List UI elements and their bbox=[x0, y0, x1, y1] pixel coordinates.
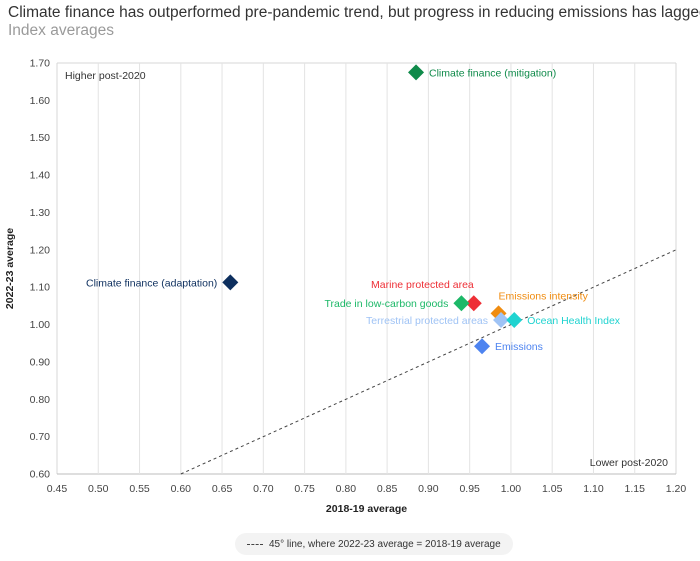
x-tick-label: 1.10 bbox=[583, 483, 604, 495]
y-tick-label: 1.10 bbox=[30, 282, 51, 294]
x-tick-label: 1.00 bbox=[501, 483, 522, 495]
y-tick-label: 0.70 bbox=[30, 431, 51, 443]
x-tick-label: 0.85 bbox=[377, 483, 398, 495]
gridlines bbox=[56, 62, 677, 475]
y-tick-label: 1.00 bbox=[30, 319, 51, 331]
x-tick-label: 0.60 bbox=[171, 483, 192, 495]
point-marker-terrestrial-protected-areas bbox=[493, 312, 510, 329]
point-label-emissions-intensity: Emissions intensity bbox=[499, 290, 589, 302]
point-marker-ocean-health-index bbox=[506, 312, 523, 329]
point-label-emissions: Emissions bbox=[495, 341, 543, 353]
data-points: Climate finance (mitigation) Climate fina… bbox=[86, 64, 621, 355]
x-tick-label: 0.65 bbox=[212, 483, 233, 495]
point-label-ocean-health-index: Ocean Health Index bbox=[527, 315, 621, 327]
point-label-trade-in-low-carbon-goods: Trade in low-carbon goods bbox=[324, 298, 448, 310]
point-marker-climate-finance-adaptation bbox=[222, 274, 239, 291]
point-marker-emissions bbox=[474, 338, 491, 355]
point-label-climate-finance-mitigation: Climate finance (mitigation) bbox=[429, 67, 556, 79]
point-marker-trade-in-low-carbon-goods bbox=[453, 295, 470, 312]
y-tick-label: 1.60 bbox=[30, 95, 51, 107]
x-tick-label: 1.15 bbox=[625, 483, 646, 495]
x-tick-label: 0.75 bbox=[294, 483, 315, 495]
point-label-marine-protected-area: Marine protected area bbox=[371, 279, 474, 291]
x-tick-label: 0.80 bbox=[336, 483, 357, 495]
y-tick-label: 0.60 bbox=[30, 469, 51, 481]
point-marker-climate-finance-mitigation bbox=[408, 64, 425, 81]
legend: 45° line, where 2022-23 average = 2018-1… bbox=[235, 533, 513, 555]
y-tick-label: 0.80 bbox=[30, 394, 51, 406]
annotation-lower-post-2020: Lower post-2020 bbox=[590, 457, 668, 469]
x-tick-label: 1.05 bbox=[542, 483, 563, 495]
x-tick-label: 0.90 bbox=[418, 483, 439, 495]
x-axis-label: 2018-19 average bbox=[326, 503, 407, 515]
x-tick-label: 0.45 bbox=[47, 483, 68, 495]
point-label-terrestrial-protected-areas: Terrestrial protected areas bbox=[366, 315, 488, 327]
y-tick-label: 1.40 bbox=[30, 170, 51, 182]
y-tick-label: 1.70 bbox=[30, 58, 51, 70]
x-tick-label: 0.50 bbox=[88, 483, 109, 495]
x-tick-label: 0.70 bbox=[253, 483, 274, 495]
y-tick-label: 1.20 bbox=[30, 244, 51, 256]
chart-subtitle: Index averages bbox=[8, 22, 114, 39]
legend-dashed-line-swatch bbox=[247, 543, 263, 545]
x-axis-ticks: 0.45 0.50 0.55 0.60 0.65 0.70 0.75 0.80 0.85 0.90… bbox=[47, 483, 687, 495]
legend-label: 45° line, where 2022-23 average = 2018-1… bbox=[269, 538, 501, 550]
annotation-higher-post-2020: Higher post-2020 bbox=[65, 70, 146, 82]
y-tick-label: 0.90 bbox=[30, 356, 51, 368]
x-tick-label: 1.20 bbox=[666, 483, 687, 495]
chart-title: Climate finance has outperformed pre-pan… bbox=[8, 4, 700, 21]
point-marker-marine-protected-area bbox=[465, 295, 482, 312]
y-tick-label: 1.30 bbox=[30, 207, 51, 219]
y-axis-label: 2022-23 average bbox=[4, 228, 16, 309]
reference-45-degree-line bbox=[180, 249, 677, 475]
y-axis-ticks: 0.60 0.70 0.80 0.90 1.00 1.10 1.20 1.30 1.40 1.50… bbox=[30, 58, 51, 481]
y-tick-label: 1.50 bbox=[30, 132, 51, 144]
point-label-climate-finance-adaptation: Climate finance (adaptation) bbox=[86, 277, 217, 289]
x-tick-label: 0.95 bbox=[459, 483, 480, 495]
x-tick-label: 0.55 bbox=[129, 483, 150, 495]
